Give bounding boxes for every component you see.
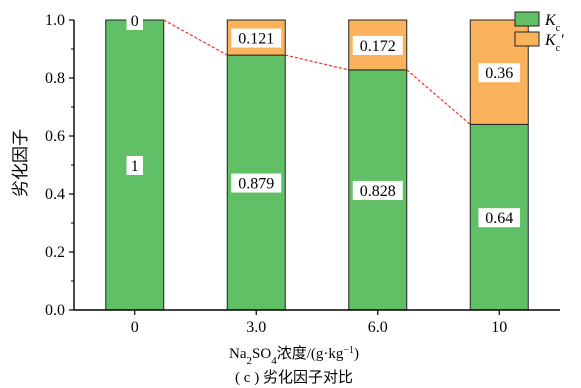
label-kc-1: 0.879	[238, 176, 274, 193]
label-kc-0-bg	[126, 156, 143, 175]
label-kc-2-bg	[352, 180, 403, 200]
label-kc-3-bg	[478, 208, 521, 228]
label-kc-3: 0.64	[485, 210, 513, 227]
y-tick-label-4: 0.8	[45, 70, 65, 87]
x-tick-label-0: 0	[131, 319, 139, 336]
trend-line-group	[163, 19, 471, 125]
chart-caption: ( c ) 劣化因子对比	[235, 369, 353, 386]
y-tick-label-1: 0.2	[45, 244, 65, 261]
label-kcprime-3-bg	[478, 63, 521, 83]
x-tick-label-3: 10	[491, 319, 507, 336]
y-tick-label-3: 0.6	[45, 128, 65, 145]
y-axis-label: 劣化因子	[11, 129, 30, 197]
bar-labels-group: 1 0 0.879 0.121 0.828 0.172 0.64 0.36	[126, 11, 521, 228]
trend-segment-1	[285, 54, 349, 71]
legend-label-0: Kc	[544, 12, 561, 34]
axes-group: 0 3.0 6.0 100.00.20.40.60.81.0	[45, 12, 560, 336]
y-tick-label-0: 0.0	[45, 302, 65, 319]
legend-label-1: Kc′	[544, 32, 564, 54]
label-kcprime-2-bg	[352, 35, 403, 55]
legend-swatch-1	[514, 31, 540, 47]
label-kcprime-2: 0.172	[360, 38, 396, 55]
label-kcprime-3: 0.36	[485, 65, 513, 82]
x-axis-label: Na2SO4浓度/(g·kg−1)	[229, 345, 359, 368]
x-tick-label-1: 3.0	[246, 319, 266, 336]
y-tick-label-5: 1.0	[45, 12, 65, 29]
label-kc-1-bg	[231, 173, 282, 193]
trend-segment-2	[406, 69, 471, 125]
label-kc-2: 0.828	[360, 183, 396, 200]
bars-group	[105, 19, 529, 311]
trend-segment-0	[163, 19, 228, 56]
label-kc-0: 1	[131, 158, 139, 175]
label-kcprime-1: 0.121	[238, 31, 274, 48]
label-kcprime-1-bg	[231, 28, 282, 48]
label-kcprime-0: 0	[131, 13, 139, 30]
y-tick-label-2: 0.4	[45, 186, 65, 203]
x-tick-label-2: 6.0	[368, 319, 388, 336]
label-kcprime-0-bg	[126, 11, 143, 30]
legend-swatch-0	[514, 11, 540, 27]
